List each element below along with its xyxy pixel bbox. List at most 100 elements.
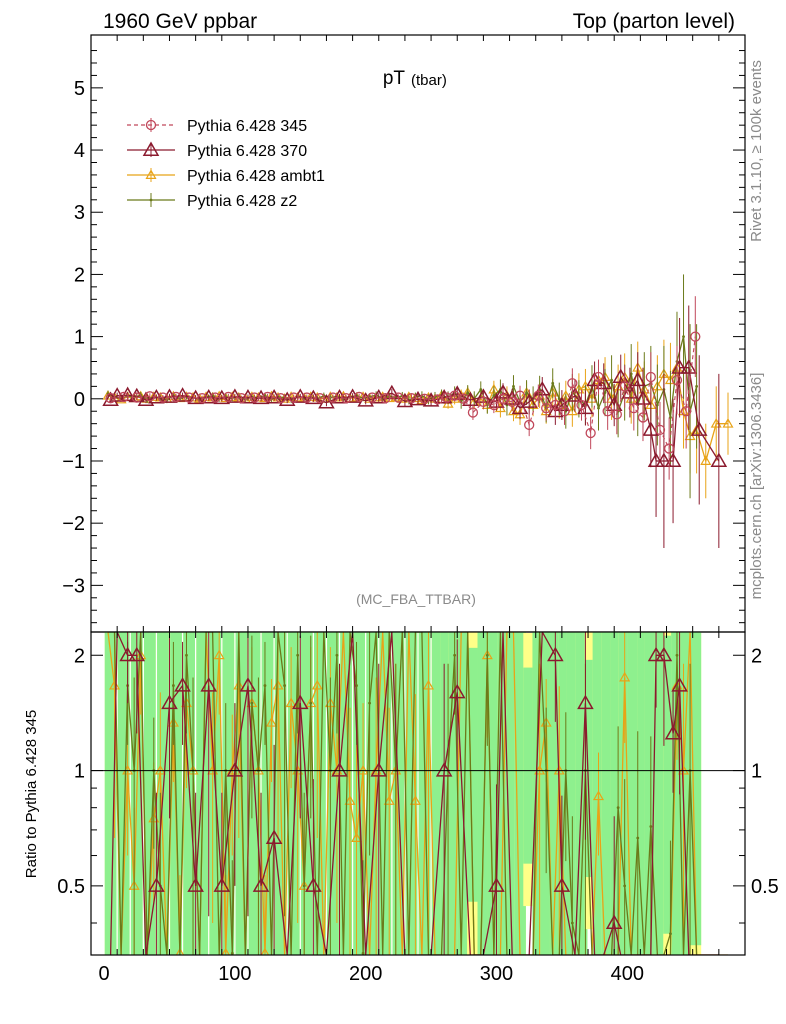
data-point [102, 391, 119, 407]
ratio-band-green [566, 632, 579, 955]
data-point [655, 403, 659, 407]
data-point [690, 331, 701, 342]
ratio-band-green [477, 632, 490, 955]
ratio-point [553, 877, 571, 892]
legend-item: Pythia 6.428 ambt1 [127, 168, 325, 185]
data-point [680, 406, 692, 417]
ratio-band-green [222, 632, 235, 955]
data-point [144, 391, 156, 402]
ratio-tick-label: 1 [74, 761, 85, 783]
ratio-tick-label: 0.5 [57, 876, 85, 898]
data-point [520, 393, 538, 408]
data-point [467, 407, 479, 418]
data-point [278, 391, 296, 407]
data-point [603, 391, 607, 394]
data-point [700, 455, 712, 465]
header-left: 1960 GeV ppbar [103, 10, 257, 33]
ratio-point [265, 829, 283, 845]
x-tick-label: 100 [218, 963, 251, 985]
ratio-point [250, 701, 254, 705]
ratio-point [272, 679, 284, 690]
ratio-band-green [287, 632, 300, 955]
legend: Pythia 6.428 345 Pythia 6.428 370 Pythia 6… [127, 118, 325, 210]
data-point [671, 359, 688, 374]
ratio-point [233, 679, 245, 690]
ratio-point [669, 932, 672, 936]
ratio-band-green [689, 632, 702, 946]
ratio-point [616, 806, 620, 810]
data-point [327, 392, 339, 403]
ratio-band-green [523, 667, 536, 864]
data-point [497, 393, 509, 404]
data-point [223, 391, 234, 403]
data-point [301, 392, 312, 403]
rivet-label: Rivet 3.1.10, ≥ 100k events [748, 60, 765, 242]
ratio-point [677, 764, 690, 775]
ratio-point [448, 683, 466, 699]
ratio-point [187, 877, 204, 892]
data-point [642, 421, 660, 436]
data-point [550, 399, 561, 411]
ratio-point [331, 762, 348, 777]
ratio-band-green [627, 632, 640, 955]
data-point [541, 402, 552, 414]
ratio-point [154, 764, 166, 775]
data-point [559, 406, 570, 417]
y-tick-label: −3 [62, 575, 85, 597]
ratio-point [302, 884, 306, 888]
ratio-point [335, 653, 339, 657]
data-point [645, 371, 656, 383]
data-point [288, 392, 299, 403]
data-point [597, 406, 600, 410]
ratio-band-green [601, 632, 614, 955]
ratio-point [605, 914, 623, 929]
ratio-band-green [549, 632, 562, 955]
ratio-point [309, 701, 313, 705]
data-point [690, 421, 708, 436]
ratio-band-green [514, 632, 526, 955]
data-point [507, 405, 520, 416]
data-point [265, 389, 283, 404]
series-pythia-6-428-345 [105, 296, 701, 480]
ratio-point [619, 671, 631, 682]
data-point [466, 391, 470, 394]
data-point [393, 392, 404, 403]
data-point [441, 392, 452, 403]
ratio-point [636, 836, 640, 840]
data-point [629, 371, 647, 387]
ratio-point [368, 701, 372, 705]
ratio-point [263, 684, 267, 687]
legend-marker [142, 141, 160, 156]
data-point [593, 371, 604, 383]
data-point [553, 396, 571, 412]
chart-title: pT [383, 68, 406, 89]
data-point [331, 389, 348, 404]
ratio-point [655, 646, 673, 662]
legend-label: Pythia 6.428 370 [187, 143, 307, 160]
data-point [722, 417, 734, 428]
ratio-tick-label-right: 1 [751, 761, 762, 783]
y-tick-label: −2 [62, 513, 85, 535]
ratio-point [291, 694, 309, 710]
data-point [567, 378, 578, 389]
ratio-point [119, 646, 136, 662]
ratio-point [453, 653, 457, 657]
data-point [682, 335, 685, 339]
ratio-point [623, 884, 627, 888]
data-point [576, 399, 587, 411]
data-point [458, 393, 469, 404]
data-point [655, 452, 673, 467]
legend-item: Pythia 6.428 345 [127, 118, 307, 135]
data-point [637, 412, 649, 423]
x-tick-label: 300 [480, 963, 513, 985]
ratio-point [226, 762, 244, 777]
ratio-band-green [680, 632, 693, 955]
main-axes: −3 −2 −1 0 1 2 3 4 5 [62, 35, 745, 632]
ratio-point [265, 716, 278, 727]
x-tick-label: 0 [99, 963, 110, 985]
ratio-band-green [487, 632, 500, 955]
data-point [611, 409, 622, 420]
data-point [380, 393, 391, 404]
data-point [710, 452, 728, 467]
